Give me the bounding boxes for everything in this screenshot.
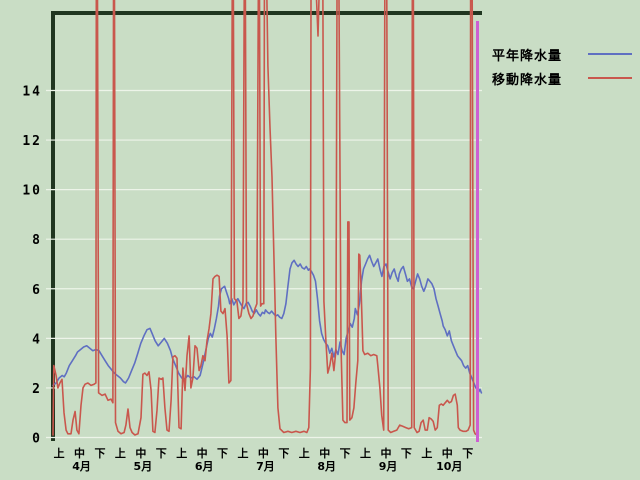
x-tick-label-period: 中 bbox=[442, 446, 453, 460]
x-tick-label-period: 上 bbox=[299, 446, 310, 460]
legend-line-swatch-red bbox=[588, 77, 632, 79]
legend-item-normal-precipitation: 平年降水量 bbox=[492, 42, 632, 66]
x-tick-label-period: 下 bbox=[401, 447, 412, 460]
x-tick-label-period: 上 bbox=[360, 446, 371, 460]
y-tick-label: 10 bbox=[22, 184, 42, 199]
x-tick-label-period: 下 bbox=[340, 447, 351, 460]
y-tick-label: 14 bbox=[22, 84, 42, 99]
legend-item-moving-precipitation: 移動降水量 bbox=[492, 66, 632, 90]
x-tick-label-period: 上 bbox=[237, 446, 248, 460]
legend-label-normal: 平年降水量 bbox=[492, 48, 563, 64]
x-tick-label-period: 下 bbox=[278, 447, 289, 460]
x-tick-label-period: 中 bbox=[197, 446, 208, 460]
x-tick-label-period: 上 bbox=[176, 446, 187, 460]
series-line-moving-precipitation bbox=[52, 0, 478, 436]
x-tick-label-period: 中 bbox=[258, 446, 269, 460]
x-tick-label-period: 下 bbox=[462, 447, 473, 460]
x-tick-label-period: 中 bbox=[74, 446, 85, 460]
x-tick-label-month: 5月 bbox=[134, 460, 153, 473]
chart-legend: 平年降水量 移動降水量 bbox=[492, 42, 632, 90]
y-tick-label: 0 bbox=[32, 432, 42, 447]
x-tick-label-period: 下 bbox=[217, 447, 228, 460]
x-tick-label-month: 7月 bbox=[256, 460, 275, 473]
x-tick-label-period: 中 bbox=[319, 446, 330, 460]
x-tick-label-period: 上 bbox=[421, 446, 432, 460]
y-tick-label: 2 bbox=[32, 382, 42, 397]
x-tick-label-period: 上 bbox=[115, 446, 126, 460]
x-tick-label-period: 上 bbox=[54, 446, 65, 460]
x-tick-label-period: 中 bbox=[380, 446, 391, 460]
x-tick-label-month: 10月 bbox=[436, 460, 462, 473]
y-tick-label: 4 bbox=[32, 332, 42, 347]
legend-label-moving: 移動降水量 bbox=[492, 72, 563, 88]
y-tick-label: 8 bbox=[32, 233, 42, 248]
y-axis-line bbox=[51, 11, 55, 441]
x-tick-label-period: 中 bbox=[135, 446, 146, 460]
series-line-normal-precipitation bbox=[52, 254, 483, 394]
y-tick-label: 12 bbox=[22, 134, 42, 149]
y-tick-label: 6 bbox=[32, 283, 42, 298]
x-tick-label-month: 4月 bbox=[72, 460, 91, 473]
x-tick-label-month: 8月 bbox=[317, 460, 336, 473]
legend-line-swatch-blue bbox=[588, 53, 632, 55]
x-tick-label-period: 下 bbox=[94, 447, 105, 460]
x-tick-label-period: 下 bbox=[156, 447, 167, 460]
x-tick-label-month: 9月 bbox=[379, 460, 398, 473]
x-tick-label-month: 6月 bbox=[195, 460, 214, 473]
